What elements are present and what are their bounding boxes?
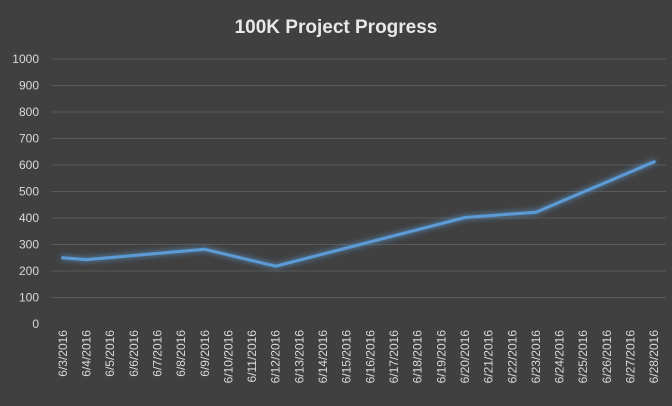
x-tick-label: 6/7/2016 — [150, 330, 164, 377]
chart-title: 100K Project Progress — [235, 17, 438, 38]
x-tick-label: 6/26/2016 — [600, 330, 614, 384]
x-tick-label: 6/25/2016 — [576, 330, 590, 384]
y-tick-label: 0 — [32, 317, 39, 331]
x-axis-ticks: 6/3/2016 6/4/2016 6/5/2016 6/6/2016 6/7/2016… — [56, 330, 661, 384]
x-tick-label: 6/6/2016 — [127, 330, 141, 377]
x-tick-label: 6/17/2016 — [387, 330, 401, 384]
x-tick-label: 6/22/2016 — [505, 330, 519, 384]
x-tick-label: 6/28/2016 — [647, 330, 661, 384]
x-tick-label: 6/23/2016 — [529, 330, 543, 384]
x-tick-label: 6/3/2016 — [56, 330, 70, 377]
data-point — [274, 264, 278, 268]
x-tick-label: 6/13/2016 — [292, 330, 306, 384]
x-tick-label: 6/11/2016 — [245, 330, 259, 383]
x-tick-label: 6/4/2016 — [79, 330, 93, 377]
y-tick-label: 400 — [19, 211, 39, 225]
x-tick-label: 6/21/2016 — [482, 330, 496, 384]
x-tick-label: 6/16/2016 — [363, 330, 377, 384]
gridlines — [51, 58, 666, 298]
x-tick-label: 6/9/2016 — [198, 330, 212, 377]
x-tick-label: 6/19/2016 — [434, 330, 448, 384]
series-line — [61, 160, 656, 268]
y-tick-label: 1000 — [12, 52, 39, 66]
data-point — [203, 247, 207, 251]
y-tick-label: 300 — [19, 238, 39, 252]
series-layer — [61, 160, 656, 268]
y-tick-label: 200 — [19, 264, 39, 278]
x-tick-label: 6/18/2016 — [411, 330, 425, 384]
y-tick-label: 900 — [19, 79, 39, 93]
x-tick-label: 6/27/2016 — [624, 330, 638, 384]
y-tick-label: 700 — [19, 132, 39, 146]
data-point — [61, 256, 65, 260]
x-tick-label: 6/14/2016 — [316, 330, 330, 384]
y-tick-label: 600 — [19, 158, 39, 172]
data-point — [463, 215, 467, 219]
x-tick-label: 6/24/2016 — [553, 330, 567, 384]
y-tick-label: 500 — [19, 185, 39, 199]
x-tick-label: 6/10/2016 — [221, 330, 235, 384]
data-point — [534, 210, 538, 214]
y-tick-label: 100 — [19, 291, 39, 305]
data-point — [652, 160, 656, 164]
x-tick-label: 6/12/2016 — [269, 330, 283, 384]
y-axis-ticks: 0 100 200 300 400 500 600 700 800 900 1000 — [12, 52, 39, 331]
x-tick-label: 6/15/2016 — [340, 330, 354, 384]
x-tick-label: 6/8/2016 — [174, 330, 188, 377]
x-tick-label: 6/20/2016 — [458, 330, 472, 384]
y-tick-label: 800 — [19, 105, 39, 119]
x-tick-label: 6/5/2016 — [103, 330, 117, 377]
data-point — [84, 258, 88, 262]
